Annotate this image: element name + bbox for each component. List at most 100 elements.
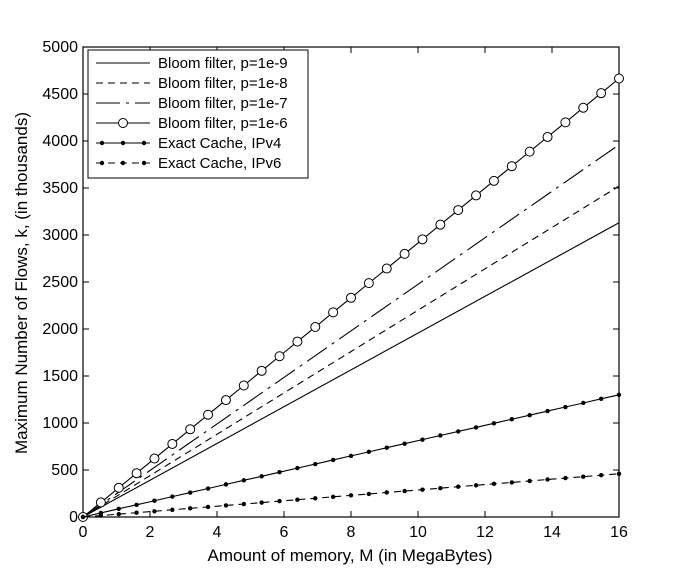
data-point xyxy=(420,437,425,442)
data-point xyxy=(616,471,622,476)
data-point xyxy=(545,408,550,414)
data-point xyxy=(170,494,175,499)
data-point xyxy=(366,491,372,497)
legend-label: Exact Cache, IPv6 xyxy=(158,155,281,172)
data-point xyxy=(435,219,446,230)
series-line xyxy=(82,185,620,518)
data-point xyxy=(598,396,604,402)
data-point xyxy=(167,438,178,449)
data-point xyxy=(381,263,392,274)
y-tick-label: 1000 xyxy=(42,415,78,432)
data-point xyxy=(509,480,514,485)
x-tick-label: 2 xyxy=(146,524,155,541)
data-point xyxy=(509,417,514,422)
data-point xyxy=(402,488,407,494)
x-tick-label: 0 xyxy=(79,524,88,541)
data-point xyxy=(98,513,104,518)
data-point xyxy=(527,412,532,418)
legend-marker xyxy=(120,140,126,146)
data-point xyxy=(348,493,354,498)
data-point xyxy=(188,506,193,511)
series-4 xyxy=(78,73,624,522)
data-point xyxy=(185,424,196,435)
data-point xyxy=(581,474,586,479)
data-point xyxy=(438,485,443,491)
data-point xyxy=(238,380,249,391)
legend-label: Bloom filter, p=1e-7 xyxy=(158,95,288,112)
data-point xyxy=(134,510,139,515)
legend-marker xyxy=(118,118,128,128)
data-point xyxy=(563,404,568,410)
data-point xyxy=(295,465,300,471)
data-point xyxy=(330,457,336,463)
data-point xyxy=(152,509,157,514)
legend-marker xyxy=(120,160,126,166)
data-point xyxy=(116,506,121,512)
data-point xyxy=(116,511,121,517)
data-point xyxy=(563,475,568,481)
x-tick-label: 12 xyxy=(476,524,494,541)
data-point xyxy=(310,322,321,333)
y-tick-label: 2500 xyxy=(42,274,78,291)
y-tick-label: 4500 xyxy=(42,86,78,103)
x-tick-label: 14 xyxy=(543,524,561,541)
data-point xyxy=(170,507,175,512)
data-point xyxy=(292,336,303,347)
y-tick-label: 4000 xyxy=(42,133,78,150)
data-point xyxy=(384,490,389,495)
data-point xyxy=(241,501,246,507)
data-point xyxy=(328,307,339,318)
series-line xyxy=(82,222,620,518)
series-line xyxy=(82,144,620,518)
legend-box xyxy=(87,49,309,179)
x-axis-label: Amount of memory, M (in MegaBytes) xyxy=(208,546,493,565)
data-point xyxy=(241,478,246,483)
legend-label: Bloom filter, p=1e-6 xyxy=(158,115,288,132)
data-point xyxy=(598,472,604,478)
data-point xyxy=(473,425,479,430)
data-point xyxy=(259,474,264,479)
legend-marker xyxy=(141,160,147,166)
data-point xyxy=(527,478,532,484)
data-point xyxy=(346,292,356,303)
data-point xyxy=(152,498,157,503)
data-point xyxy=(488,175,499,186)
data-point xyxy=(524,146,535,157)
y-tick-label: 2000 xyxy=(42,321,78,338)
data-point xyxy=(438,433,443,438)
series-1 xyxy=(82,222,620,518)
data-point xyxy=(313,461,318,467)
series-2 xyxy=(82,185,620,518)
data-point xyxy=(581,400,586,406)
legend-label: Exact Cache, IPv4 xyxy=(158,135,281,152)
legend-label: Bloom filter, p=1e-8 xyxy=(158,75,288,92)
data-point xyxy=(205,504,211,510)
x-tick-label: 10 xyxy=(409,524,427,541)
y-tick-label: 0 xyxy=(69,509,78,526)
data-point xyxy=(274,351,285,362)
y-axis-label: Maximum Number of Flows, k, (in thousand… xyxy=(12,112,31,454)
data-point xyxy=(113,482,124,493)
data-point xyxy=(456,484,461,489)
data-point xyxy=(188,490,193,495)
legend-marker xyxy=(141,140,147,146)
data-point xyxy=(542,131,553,142)
data-point xyxy=(313,496,318,501)
x-tick-label: 8 xyxy=(347,524,356,541)
data-point xyxy=(80,514,86,520)
data-point xyxy=(205,486,211,491)
series-6 xyxy=(80,471,622,520)
data-point xyxy=(256,365,267,376)
data-point xyxy=(363,278,374,289)
y-tick-label: 3000 xyxy=(42,227,78,244)
data-point xyxy=(473,483,479,488)
data-point xyxy=(417,234,428,245)
data-point xyxy=(277,498,282,504)
data-point xyxy=(578,102,589,113)
data-point xyxy=(402,441,407,446)
data-point xyxy=(149,453,160,464)
data-point xyxy=(366,449,372,455)
data-point xyxy=(220,395,231,406)
y-tick-label: 5000 xyxy=(42,39,78,56)
